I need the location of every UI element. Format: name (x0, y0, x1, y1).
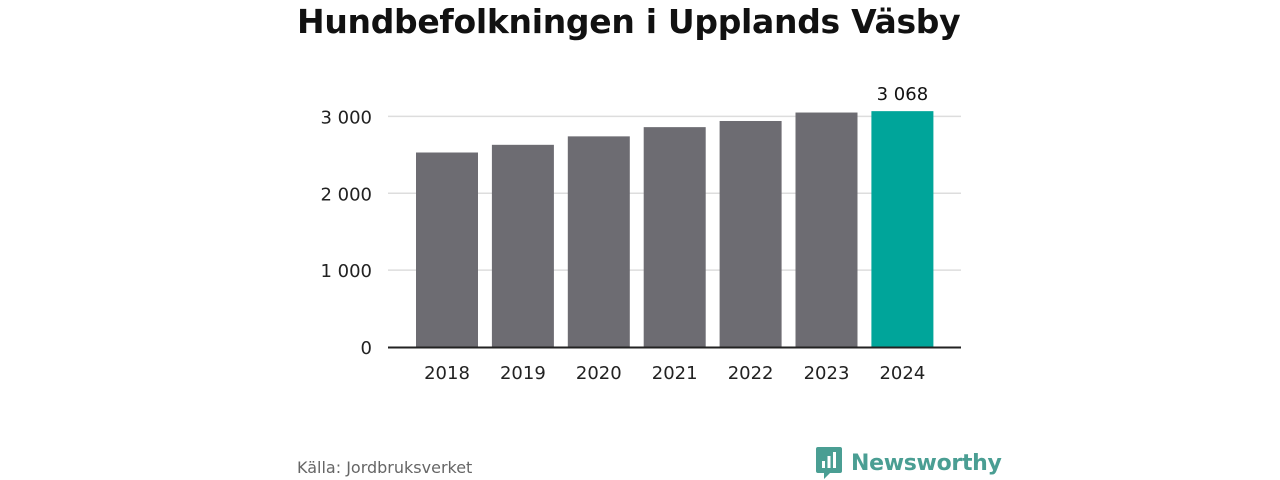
chart-title: Hundbefolkningen i Upplands Väsby (297, 2, 961, 41)
bar-2019 (491, 144, 554, 347)
source-note: Källa: Jordbruksverket (297, 458, 473, 477)
x-tick-label: 2020 (576, 363, 622, 384)
data-label: 3 068 (877, 84, 929, 105)
x-tick-label: 2022 (728, 363, 774, 384)
bar-2023 (795, 112, 858, 347)
newsworthy-logo-icon (816, 447, 842, 479)
y-axis-ticks: 0 1 000 2 000 3 000 (320, 107, 372, 359)
data-labels: 3 068 (877, 84, 929, 105)
x-tick-label: 2023 (804, 363, 850, 384)
brand-name: Newsworthy (851, 450, 1002, 476)
bars (416, 111, 934, 348)
x-tick-label: 2024 (879, 363, 925, 384)
x-axis-ticks: 2018 2019 2020 2021 2022 2023 2024 (424, 363, 925, 384)
y-tick-label: 0 (361, 338, 372, 359)
brand-logo: Newsworthy (815, 446, 1002, 480)
bar-2018 (416, 152, 478, 347)
y-tick-label: 3 000 (320, 107, 372, 128)
bar-2022 (719, 120, 782, 347)
x-tick-label: 2019 (500, 363, 546, 384)
x-tick-label: 2018 (424, 363, 470, 384)
bar-2024 (871, 111, 934, 348)
y-tick-label: 1 000 (320, 261, 372, 282)
bar-2021 (643, 127, 706, 347)
bar-2020 (567, 136, 630, 347)
x-tick-label: 2021 (652, 363, 698, 384)
y-tick-label: 2 000 (320, 184, 372, 205)
